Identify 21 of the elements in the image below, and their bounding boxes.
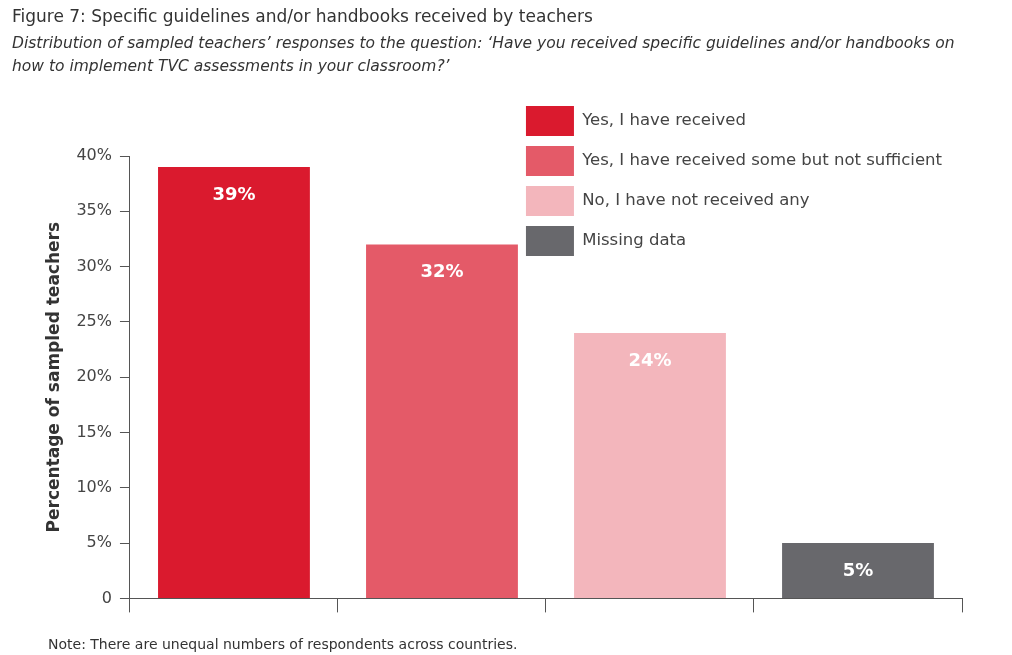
data-label: 39% [212, 182, 256, 204]
data-label: 5% [842, 558, 874, 580]
legend-label: Missing data [582, 230, 687, 250]
data-label: 24% [628, 348, 672, 370]
y-tick-label: 5% [86, 532, 112, 552]
y-axis-title: Percentage of sampled teachers [42, 221, 63, 533]
y-tick-label: 0 [101, 587, 112, 607]
text: Note: There are unequal numbers of respondents across countries. [48, 636, 518, 652]
legend-label: No, I have not received any [582, 190, 810, 210]
y-tick-label: 20% [76, 366, 112, 386]
y-tick-label: 30% [76, 255, 112, 275]
legend-label: Yes, I have received [581, 110, 746, 130]
legend-label: Yes, I have received some but not sufficient [581, 150, 943, 170]
y-tick-label: 15% [76, 421, 112, 441]
y-tick-label: 25% [76, 311, 112, 331]
chart-title: Figure 7: Specific guidelines and/or handbooks received by teachers [12, 6, 593, 26]
y-tick-label: 35% [76, 200, 112, 220]
data-label: 32% [420, 260, 464, 282]
chart-subtitle: Distribution of sampled teachers’ responses to the question: ‘Have you received specific guidelines and/or handbooks on how to implement TVC assessments in your classroom?’ [12, 33, 956, 77]
y-tick-label: 10% [76, 476, 112, 496]
y-tick-label: 40% [76, 145, 112, 165]
